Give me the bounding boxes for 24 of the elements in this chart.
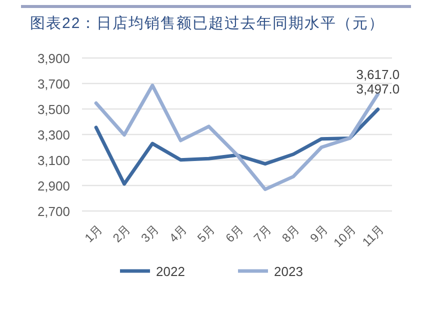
y-tick-label: 2,900 xyxy=(37,178,70,194)
y-tick-label: 2,700 xyxy=(37,204,70,219)
y-tick-label: 3,900 xyxy=(37,51,70,66)
legend-label: 2022 xyxy=(156,264,185,279)
x-tick-label: 1月 xyxy=(82,222,106,246)
x-tick-label: 6月 xyxy=(222,222,246,246)
y-tick-label: 3,500 xyxy=(37,102,70,117)
y-tick-label: 3,300 xyxy=(37,128,70,142)
chart-title: 图表22：日店均销售额已超过去年同期水平（元） xyxy=(30,15,385,32)
x-tick-label: 5月 xyxy=(194,222,218,246)
x-tick-label: 10月 xyxy=(330,222,359,250)
y-tick-label: 3,100 xyxy=(37,153,70,168)
data-label: 3,497.0 xyxy=(356,81,400,96)
x-tick-label: 3月 xyxy=(138,222,162,246)
x-tick-label: 9月 xyxy=(307,222,330,246)
legend-label: 2023 xyxy=(274,264,303,279)
line-series xyxy=(94,108,380,186)
x-tick-label: 8月 xyxy=(279,222,302,246)
x-tick-label: 2月 xyxy=(110,222,134,246)
data-label: 3,617.0 xyxy=(356,67,400,82)
y-tick-label: 3,700 xyxy=(37,76,70,92)
x-tick-label: 7月 xyxy=(251,222,274,246)
x-tick-label: 4月 xyxy=(166,222,190,246)
x-tick-label: 11月 xyxy=(360,222,387,250)
